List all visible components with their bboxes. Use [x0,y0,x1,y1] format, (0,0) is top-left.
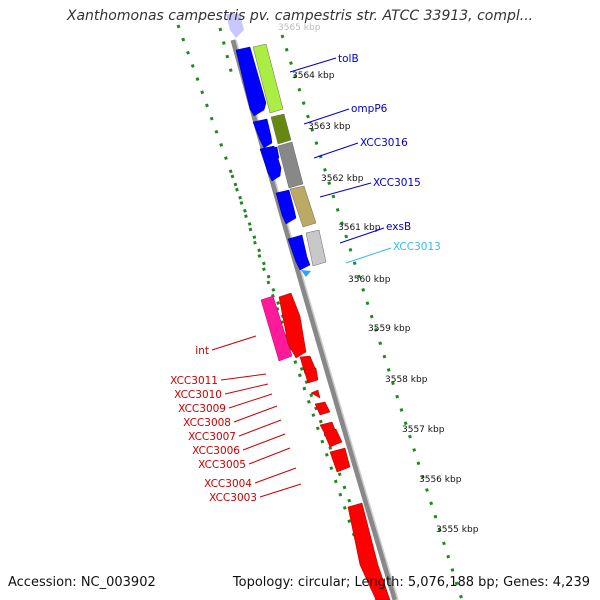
gene-leader-line [289,57,337,73]
gene-leader-line [303,108,350,125]
gene-label: XCC3008 [183,417,231,429]
forward-gene-arrow-4 [262,146,280,161]
gene-leader-line [254,467,297,484]
tick-label: 3559 kbp [368,324,411,334]
gene-block-tolB [252,43,284,114]
gene-label: XCC3011 [170,375,218,387]
topology-summary: Topology: circular; Length: 5,076,188 bp… [232,575,590,590]
gene-label: XCC3007 [188,431,236,443]
gene-block-ompP6 [270,113,292,145]
tick-label: 3562 kbp [321,174,364,184]
gene-leader-line [211,335,257,351]
reverse-gene-arrow-1 [278,292,307,359]
tick-label: 3561 kbp [338,223,381,233]
faded-top-tick: 3565 kbp [278,23,321,33]
gene-label: XCC3015 [373,177,421,189]
reverse-gene-int [260,295,293,362]
forward-gene-arrow-1 [235,46,267,117]
inner-dotted-ring-upper [218,27,234,76]
reverse-gene-arrow-7 [323,428,343,448]
gene-label: ompP6 [351,103,388,115]
gene-label: XCC3003 [209,492,257,504]
gene-leader-line [313,142,359,159]
gene-label: int [195,345,209,357]
gene-block-XCC3015 [289,185,317,228]
tick-label: 3563 kbp [308,122,351,132]
reverse-gene-arrow-3 [303,367,319,384]
gene-label: XCC3004 [204,478,252,490]
gene-leader-line [220,373,267,381]
gene-label: exsB [386,221,411,233]
scale-dotted-ring [280,34,464,600]
faded-top-gene [226,14,244,38]
gene-label: XCC3013 [393,241,441,253]
gene-leader-line [242,433,286,451]
tick-label: 3556 kbp [419,475,462,485]
gene-leader-line [228,393,273,409]
gene-label: tolB [338,53,359,65]
map-title: Xanthomonas campestris pv. campestris st… [66,8,534,24]
gene-label: XCC3006 [192,445,240,457]
gene-leader-line [319,182,372,198]
forward-gene-arrow-2 [252,118,273,149]
gene-leader-line [339,227,385,244]
gene-block-XCC3016 [277,141,304,189]
gene-label: XCC3005 [198,459,246,471]
reverse-gene-arrow-5 [314,401,331,416]
gene-leader-line [259,483,302,498]
tick-label: 3558 kbp [385,375,428,385]
gene-label: XCC3016 [360,137,408,149]
accession-label: Accession: NC_003902 [8,575,156,590]
gene-leader-line [238,419,282,437]
reverse-gene-arrow-4 [310,389,321,399]
gene-label: XCC3010 [174,389,222,401]
forward-gene-arrow-5 [275,189,297,225]
tick-label: 3555 kbp [436,525,479,535]
gene-leader-line [345,247,392,264]
reverse-gene-arrow-8 [329,447,351,473]
gene-leader-line [248,447,291,465]
tick-label: 3564 kbp [292,71,335,81]
tick-label: 3557 kbp [402,425,445,435]
tick-label: 3560 kbp [348,275,391,285]
inner-dotted-ring-lower [230,174,378,600]
gene-label: XCC3009 [178,403,226,415]
gene-leader-line [233,405,278,423]
reverse-gene-arrow-9 [347,502,391,600]
forward-gene-arrow-6 [287,234,311,271]
gene-leader-line [224,383,269,395]
forward-gene-arrow-small [301,270,311,277]
gene-block-XCC3013 [305,229,327,267]
